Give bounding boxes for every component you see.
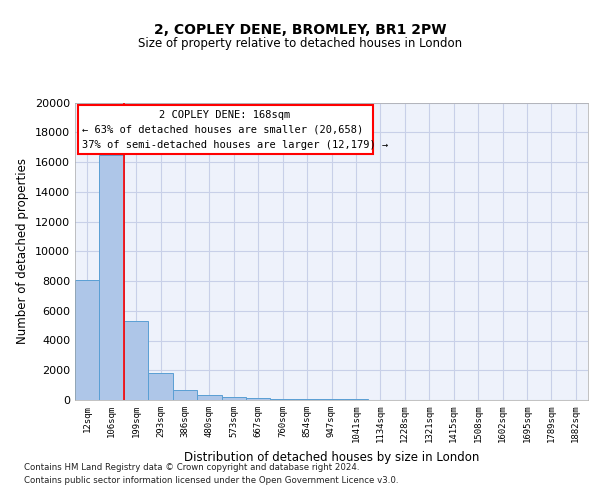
Bar bbox=[246, 398, 271, 400]
Bar bbox=[75, 280, 100, 400]
Bar bbox=[124, 321, 148, 400]
Bar bbox=[100, 154, 124, 400]
X-axis label: Distribution of detached houses by size in London: Distribution of detached houses by size … bbox=[184, 451, 479, 464]
FancyBboxPatch shape bbox=[77, 106, 373, 154]
Bar bbox=[319, 399, 344, 400]
Text: Size of property relative to detached houses in London: Size of property relative to detached ho… bbox=[138, 38, 462, 51]
Text: 2, COPLEY DENE, BROMLEY, BR1 2PW: 2, COPLEY DENE, BROMLEY, BR1 2PW bbox=[154, 22, 446, 36]
Y-axis label: Number of detached properties: Number of detached properties bbox=[16, 158, 29, 344]
Text: ← 63% of detached houses are smaller (20,658): ← 63% of detached houses are smaller (20… bbox=[82, 125, 363, 135]
Text: 2 COPLEY DENE: 168sqm: 2 COPLEY DENE: 168sqm bbox=[160, 110, 290, 120]
Bar bbox=[148, 373, 173, 400]
Bar bbox=[173, 390, 197, 400]
Bar bbox=[221, 397, 246, 400]
Bar bbox=[271, 398, 295, 400]
Bar bbox=[197, 395, 221, 400]
Text: Contains HM Land Registry data © Crown copyright and database right 2024.: Contains HM Land Registry data © Crown c… bbox=[24, 462, 359, 471]
Text: 37% of semi-detached houses are larger (12,179) →: 37% of semi-detached houses are larger (… bbox=[82, 140, 388, 149]
Text: Contains public sector information licensed under the Open Government Licence v3: Contains public sector information licen… bbox=[24, 476, 398, 485]
Bar bbox=[295, 399, 319, 400]
